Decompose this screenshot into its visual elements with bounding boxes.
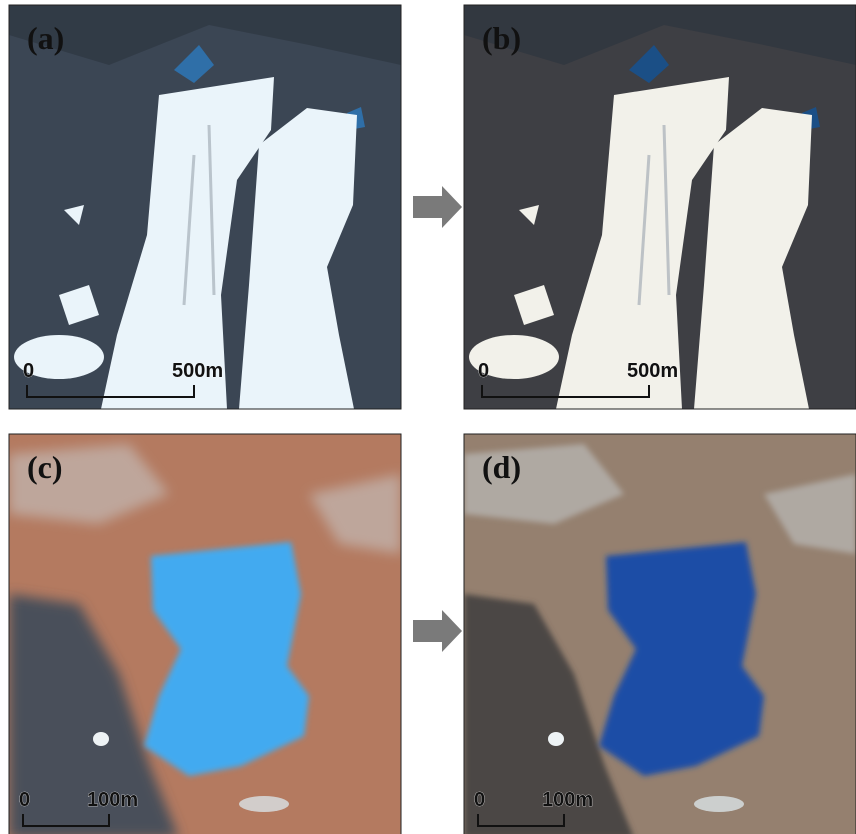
- panel: (d) 0 100m: [464, 434, 856, 834]
- image: [9, 5, 401, 409]
- scale-start: 0: [474, 789, 485, 811]
- snow-patch: [694, 796, 744, 812]
- scale-end: 500m: [627, 360, 678, 382]
- panel-label: (c): [27, 449, 63, 485]
- panel-label: (b): [482, 20, 521, 56]
- scale-end: 500m: [172, 360, 223, 382]
- panel: (a) 0 500m: [9, 5, 401, 409]
- figure: (a) 0 500m (b) 0 500m (c) 0 100m (d) 0 100m: [0, 0, 856, 834]
- arrow: [413, 610, 462, 652]
- snow-patch: [239, 796, 289, 812]
- image: [464, 434, 856, 834]
- scale-start: 0: [478, 360, 489, 382]
- image: [9, 434, 401, 834]
- arrow: [413, 186, 462, 228]
- snow-patch: [548, 732, 564, 746]
- panel: (b) 0 500m: [464, 5, 856, 409]
- scale-start: 0: [19, 789, 30, 811]
- image: [464, 5, 856, 409]
- scale-start: 0: [23, 360, 34, 382]
- snow-patch: [93, 732, 109, 746]
- panel: (c) 0 100m: [9, 434, 401, 834]
- scale-end: 100m: [542, 789, 593, 811]
- panel-label: (d): [482, 449, 521, 485]
- scale-end: 100m: [87, 789, 138, 811]
- panel-label: (a): [27, 20, 64, 56]
